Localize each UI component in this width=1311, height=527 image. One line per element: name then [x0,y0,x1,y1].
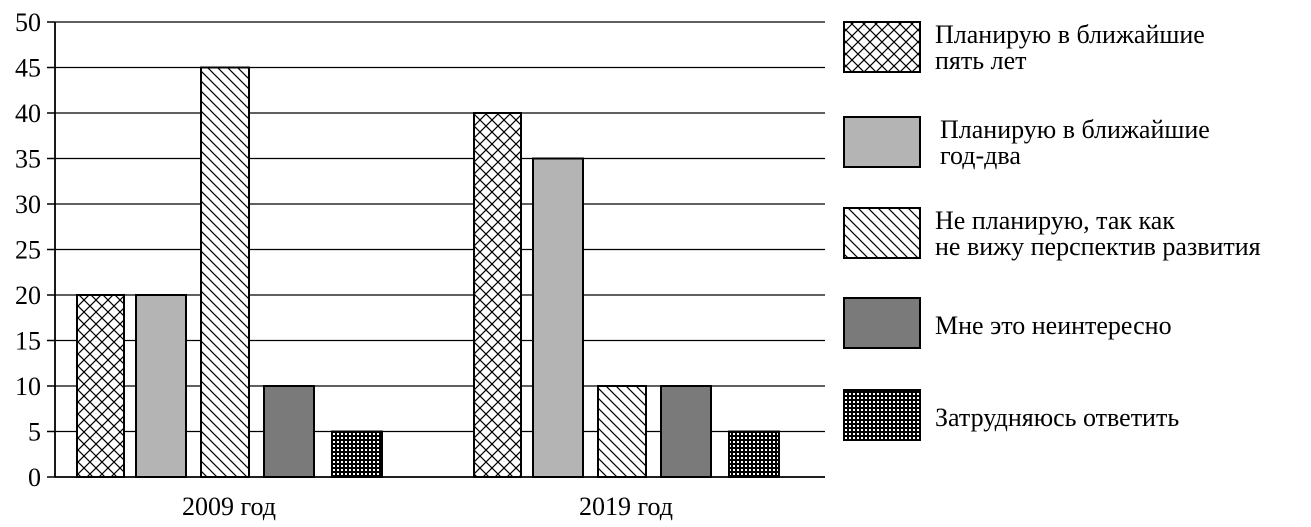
axis-labels: 0 5 10 15 20 25 30 35 40 45 50 2009 год 2019 год [15,8,673,521]
y-tick-label: 50 [15,8,41,37]
bar-1-3 [200,66,250,478]
bar-1-5 [331,430,383,478]
bar-2-3 [597,385,647,478]
bar-1-4 [263,385,315,478]
y-tick-label: 20 [15,281,41,310]
y-tick-label: 25 [15,236,41,265]
legend-swatch [843,297,921,349]
legend-label: не вижу перспектив развития [935,232,1261,261]
legend-swatch [843,389,921,441]
bar-2-4 [660,385,712,478]
y-tick-label: 10 [15,372,41,401]
legend-swatch [843,116,921,168]
bar-2-5 [728,430,780,478]
bar-1-2 [135,294,187,478]
legend-label: пять лет [935,46,1026,75]
x-category-label: 2019 год [579,492,673,521]
y-tick-label: 40 [15,99,41,128]
x-category-label: 2009 год [182,492,276,521]
legend-label: год-два [940,141,1021,170]
bar-2-1 [473,112,522,478]
bar-2-2 [532,157,584,478]
legend-label: Планирую в ближайшие [940,115,1210,144]
y-tick-label: 35 [15,145,41,174]
y-tick-label: 0 [28,463,41,492]
y-tick-label: 45 [15,54,41,83]
bar-1-1 [76,294,125,478]
bars [76,66,780,478]
legend-swatch [843,207,921,259]
legend-label: Мне это неинтересно [935,311,1172,340]
y-tick-label: 5 [28,418,41,447]
legend-label: Не планирую, так как [935,206,1175,235]
legend-label: Затрудняюсь ответить [935,403,1179,432]
y-tick-label: 15 [15,327,41,356]
legend-label: Планирую в ближайшие [935,20,1205,49]
legend-swatch [843,21,921,73]
y-tick-label: 30 [15,190,41,219]
